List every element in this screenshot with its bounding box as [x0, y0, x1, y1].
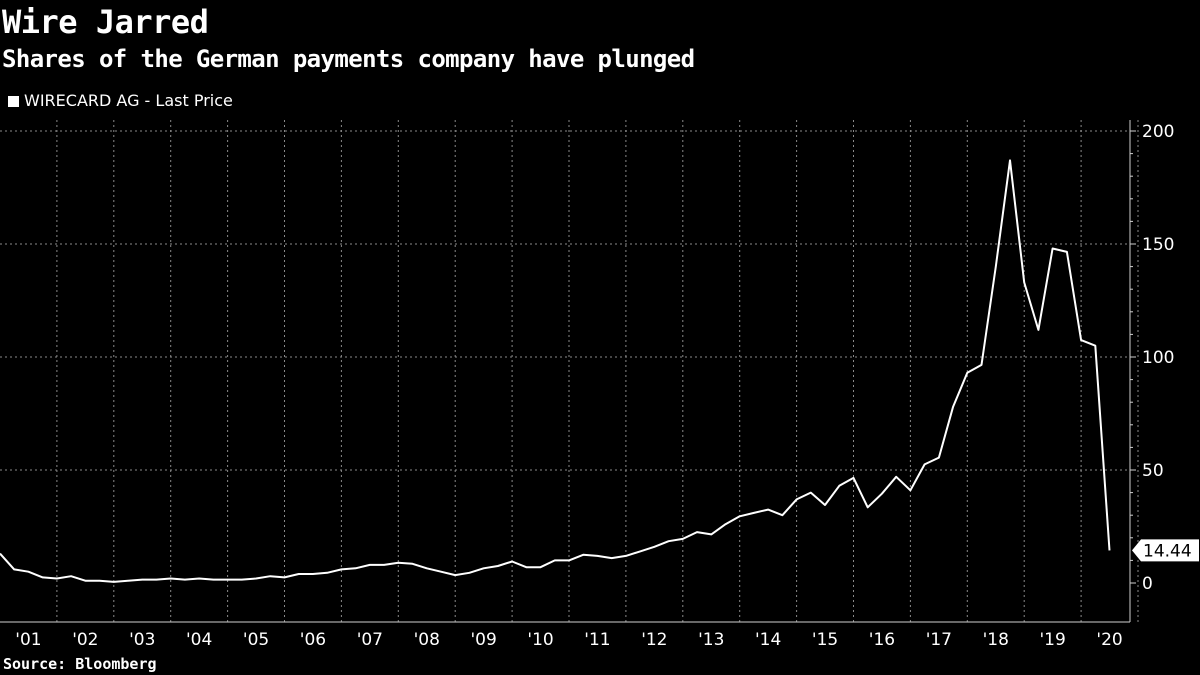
x-tick-label: '12	[641, 630, 667, 650]
x-tick-label: '11	[584, 630, 610, 650]
x-tick-label: '15	[812, 630, 838, 650]
grid	[0, 120, 1139, 622]
x-tick-label: '16	[869, 630, 895, 650]
x-tick-label: '07	[357, 630, 383, 650]
x-tick-label: '03	[129, 630, 155, 650]
y-tick-label: 50	[1142, 461, 1164, 481]
x-tick-label: '04	[186, 630, 212, 650]
x-tick-label: '19	[1039, 630, 1065, 650]
chart-subtitle: Shares of the German payments company ha…	[2, 45, 695, 73]
x-tick-label: '01	[15, 630, 41, 650]
x-tick-label: '20	[1096, 630, 1122, 650]
x-tick-label: '02	[72, 630, 98, 650]
legend-label: WIRECARD AG - Last Price	[24, 91, 233, 110]
x-tick-label: '18	[983, 630, 1009, 650]
last-value-badge	[1132, 539, 1199, 562]
x-tick-label: '10	[527, 630, 553, 650]
legend: WIRECARD AG - Last Price	[8, 90, 233, 112]
y-tick-label: 100	[1142, 348, 1174, 368]
y-tick-label: 150	[1142, 235, 1174, 255]
x-tick-label: '14	[755, 630, 781, 650]
y-tick-label: 200	[1142, 122, 1174, 142]
x-tick-label: '05	[243, 630, 269, 650]
last-value-label: 14.44	[1143, 541, 1192, 561]
x-tick-label: '09	[470, 630, 496, 650]
chart-title: Wire Jarred	[2, 3, 209, 41]
x-tick-label: '06	[300, 630, 326, 650]
y-tick-label: 0	[1142, 574, 1153, 594]
source-note: Source: Bloomberg	[3, 655, 157, 673]
x-tick-label: '13	[698, 630, 724, 650]
series-layer	[0, 159, 1111, 583]
x-tick-label: '17	[926, 630, 952, 650]
label-layer: 0 50 100 150 200 '01 '02 '03 '04 '05 '06 '07 '08 '09 '…	[15, 122, 1199, 650]
axes	[0, 120, 1136, 623]
series-line	[0, 159, 1111, 583]
legend-swatch	[8, 95, 19, 107]
x-tick-label: '08	[414, 630, 440, 650]
